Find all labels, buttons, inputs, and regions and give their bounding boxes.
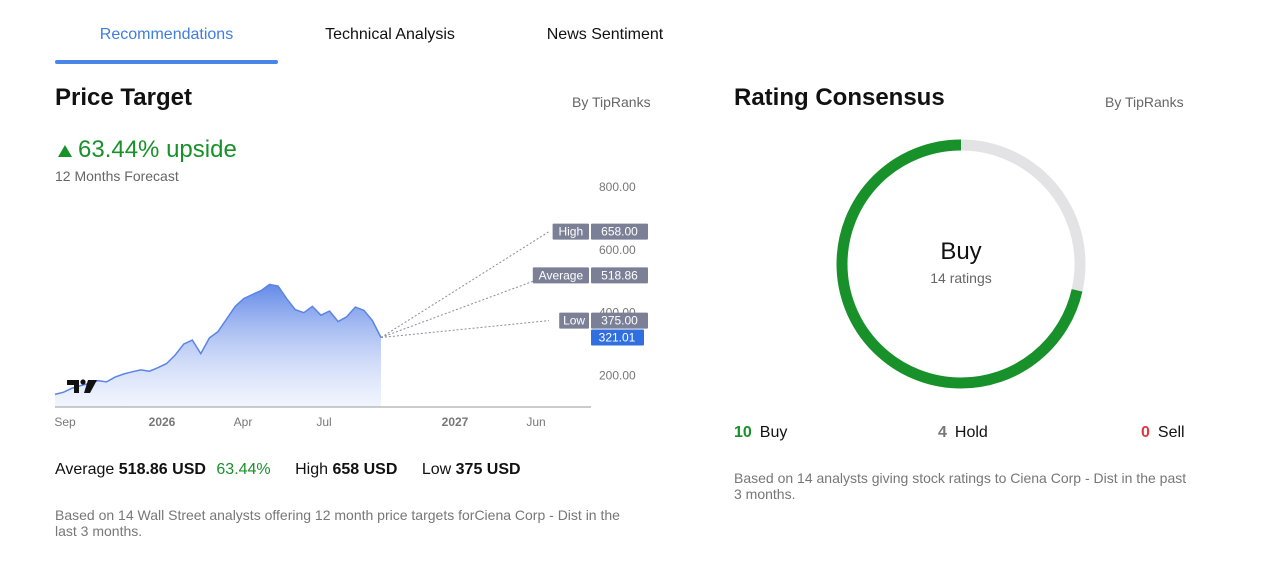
forecast-average-value-badge bbox=[591, 267, 648, 284]
sell-label: Sell bbox=[1157, 424, 1185, 441]
forecast-high-value-badge bbox=[591, 223, 648, 240]
y-tick-label: 800.00 bbox=[599, 180, 636, 194]
donut-slice-hold bbox=[836, 139, 1086, 389]
forecast-average-label-text: Average bbox=[539, 268, 584, 282]
buy-label: Buy bbox=[759, 424, 788, 441]
x-tick-label: 2027 bbox=[442, 415, 469, 429]
forecast-high-line bbox=[380, 231, 550, 338]
consensus-label: Buy bbox=[940, 238, 982, 265]
x-tick-label: Jul bbox=[316, 415, 331, 429]
arrow-up-icon bbox=[58, 145, 72, 157]
forecast-low-label-badge bbox=[559, 312, 589, 329]
tradingview-logo-slash bbox=[84, 380, 97, 393]
low-label: Low bbox=[421, 461, 452, 478]
price-line bbox=[54, 283, 382, 396]
buy-count-row: 10 Buy bbox=[734, 424, 787, 442]
x-tick-label: Jun bbox=[526, 415, 545, 429]
tradingview-logo-icon bbox=[67, 380, 79, 393]
tab-news-sentiment[interactable]: News Sentiment bbox=[546, 26, 664, 43]
sell-count: 0 bbox=[1141, 424, 1150, 441]
low-value: 375 USD bbox=[455, 461, 521, 478]
y-tick-label: 200.00 bbox=[599, 369, 636, 383]
tab-recommendations[interactable]: Recommendations bbox=[99, 26, 234, 43]
current-price-badge bbox=[591, 329, 644, 346]
tradingview-logo-dot bbox=[80, 379, 86, 385]
tab-technical-analysis[interactable]: Technical Analysis bbox=[325, 26, 455, 43]
sell-count-row: 0 Sell bbox=[1141, 424, 1185, 442]
price-target-summary: Average 518.86 USD 63.44% High 658 USD L… bbox=[55, 461, 521, 479]
price-area bbox=[55, 284, 381, 407]
rating-consensus-description: Based on 14 analysts giving stock rating… bbox=[734, 470, 1187, 502]
average-label: Average bbox=[55, 461, 115, 478]
upside-text: 63.44% upside bbox=[78, 136, 237, 163]
y-tick-label: 600.00 bbox=[599, 243, 636, 257]
forecast-high-value-text: 658.00 bbox=[601, 225, 638, 239]
forecast-average-line bbox=[380, 274, 550, 339]
average-pct: 63.44% bbox=[216, 461, 271, 478]
hold-count-row: 4 Hold bbox=[938, 424, 988, 442]
forecast-high-label-badge bbox=[552, 223, 589, 240]
forecast-low-label-text: Low bbox=[563, 314, 585, 328]
buy-count: 10 bbox=[734, 424, 752, 441]
forecast-low-value-text: 375.00 bbox=[601, 314, 638, 328]
high-value: 658 USD bbox=[332, 461, 398, 478]
forecast-low-value-badge bbox=[591, 312, 648, 329]
rating-donut-chart bbox=[836, 139, 1086, 389]
x-tick-label: 2026 bbox=[149, 415, 176, 429]
hold-label: Hold bbox=[954, 424, 988, 441]
price-target-title: Price Target bbox=[55, 84, 192, 111]
price-target-source[interactable]: By TipRanks bbox=[572, 94, 651, 110]
forecast-average-label-badge bbox=[532, 267, 589, 284]
x-tick-label: Apr bbox=[234, 415, 253, 429]
average-value: 518.86 USD bbox=[118, 461, 206, 478]
forecast-high-label-text: High bbox=[558, 225, 583, 239]
forecast-average-value-text: 518.86 bbox=[601, 268, 638, 282]
active-tab-indicator bbox=[55, 60, 278, 64]
rating-consensus-title: Rating Consensus bbox=[734, 84, 945, 111]
upside-indicator: 63.44% upside bbox=[58, 136, 237, 164]
rating-consensus-source[interactable]: By TipRanks bbox=[1105, 94, 1184, 110]
price-target-description: Based on 14 Wall Street analysts offerin… bbox=[55, 507, 620, 539]
forecast-label: 12 Months Forecast bbox=[55, 168, 179, 184]
forecast-low-line bbox=[380, 320, 550, 339]
tab-bar: Recommendations Technical Analysis News … bbox=[55, 18, 695, 64]
current-price-text: 321.01 bbox=[599, 331, 636, 345]
price-target-chart: Sep2026AprJul2027Jun200.00400.00600.0080… bbox=[54, 180, 648, 429]
high-label: High bbox=[295, 461, 329, 478]
hold-count: 4 bbox=[938, 424, 947, 441]
x-tick-label: Sep bbox=[54, 415, 76, 429]
ratings-count: 14 ratings bbox=[930, 270, 992, 286]
